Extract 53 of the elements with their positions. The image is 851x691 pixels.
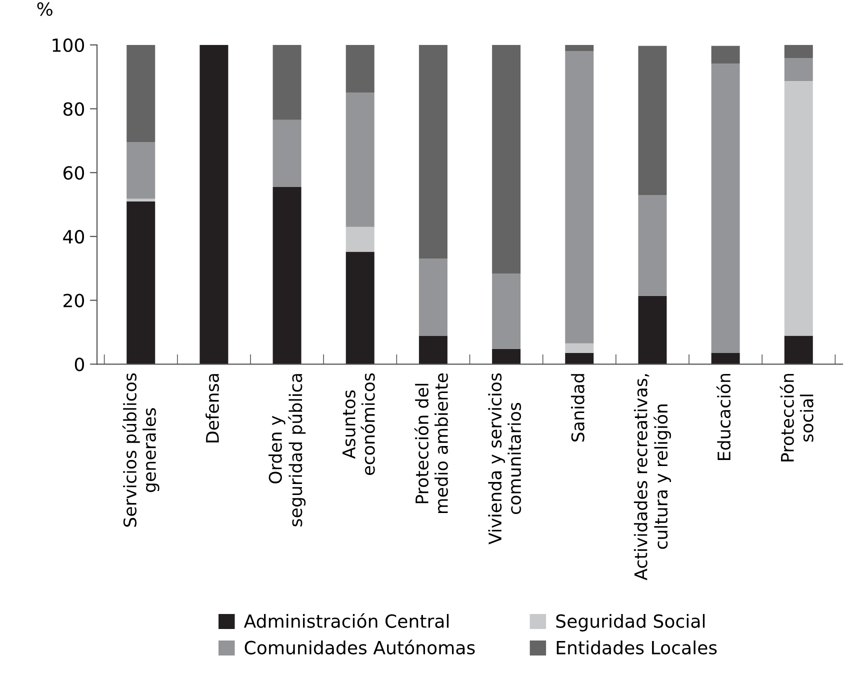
bar bbox=[492, 274, 521, 349]
bar bbox=[346, 92, 374, 227]
legend-label: Entidades Locales bbox=[556, 640, 717, 654]
bar bbox=[492, 44, 521, 274]
bar bbox=[638, 46, 667, 195]
bar bbox=[346, 252, 374, 364]
bar bbox=[711, 64, 740, 353]
bar bbox=[272, 186, 302, 364]
bar bbox=[346, 44, 374, 93]
x-tick-label: Protección del medio ambiente bbox=[414, 373, 448, 514]
bar bbox=[784, 44, 813, 58]
bar bbox=[784, 58, 813, 81]
y-tick-label: 0 bbox=[74, 358, 84, 372]
x-tick-label: Actividades recreativas, cultura y religión bbox=[634, 374, 672, 580]
y-tick-label: 80 bbox=[63, 102, 84, 116]
bar bbox=[565, 343, 594, 353]
x-tick-label: Orden y seguridad pública bbox=[268, 374, 306, 526]
y-tick-label: 40 bbox=[63, 230, 84, 244]
x-tick-label: Servicios públicos generales bbox=[122, 373, 160, 527]
x-tick-label: Vivienda y servicios comunitarios bbox=[488, 373, 522, 544]
x-tick-label: Defensa bbox=[206, 374, 219, 442]
legend-label: Administración Central bbox=[244, 613, 449, 628]
bar bbox=[126, 44, 156, 142]
x-tick-label: Sanidad bbox=[570, 374, 584, 442]
bar bbox=[272, 44, 302, 120]
bar bbox=[565, 352, 594, 364]
bar bbox=[492, 348, 521, 364]
bar bbox=[272, 120, 302, 187]
bar bbox=[711, 352, 740, 364]
y-tick-label: 100 bbox=[52, 38, 84, 52]
x-tick-label: Protección social bbox=[780, 374, 814, 462]
legend-label: Comunidades Autónomas bbox=[244, 640, 475, 654]
bar bbox=[784, 336, 813, 364]
y-axis-title: % bbox=[37, 2, 52, 16]
bar bbox=[418, 258, 448, 336]
bar bbox=[638, 296, 667, 364]
bar bbox=[784, 80, 813, 336]
bar bbox=[126, 201, 156, 364]
y-tick-label: 20 bbox=[64, 294, 84, 308]
bar bbox=[418, 336, 448, 364]
bar bbox=[200, 44, 228, 364]
bar bbox=[711, 46, 740, 64]
x-tick-label: Educación bbox=[716, 374, 731, 460]
bar bbox=[565, 50, 594, 344]
bar bbox=[638, 194, 667, 296]
bar bbox=[418, 44, 448, 259]
bar bbox=[126, 142, 156, 199]
x-tick-label: Asuntos económicos bbox=[342, 373, 375, 475]
bar bbox=[126, 198, 156, 202]
y-tick-label: 60 bbox=[63, 166, 84, 180]
bar bbox=[346, 226, 374, 252]
legend-label: Seguridad Social bbox=[556, 614, 705, 632]
bar bbox=[565, 44, 594, 51]
